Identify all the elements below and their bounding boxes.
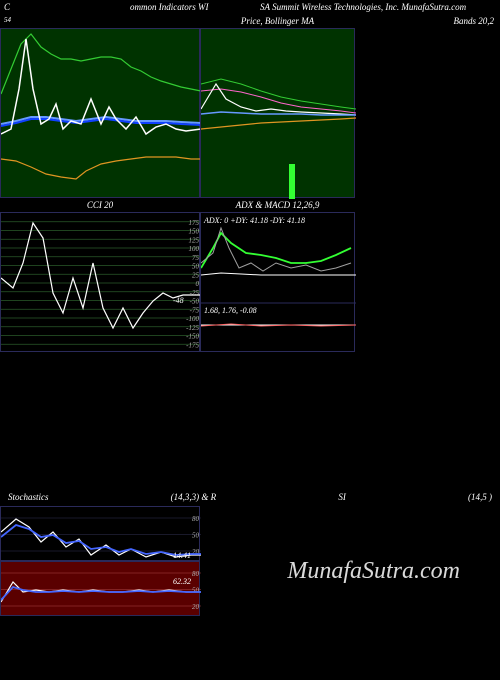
price-zoom-title: Price, Bollinger MA — [200, 14, 355, 28]
adx-wrap: ADX & MACD 12,26,9 ADX: 0 +DY: 41.18 -DY… — [200, 198, 355, 352]
svg-text:50: 50 — [192, 532, 200, 540]
stoch-title-row: Stochastics (14,3,3) & R SI (14,5 ) — [0, 492, 500, 506]
svg-text:20: 20 — [192, 603, 200, 611]
svg-text:50: 50 — [192, 263, 200, 271]
svg-text:25: 25 — [192, 271, 200, 279]
rsi-chart: 80 50 20 62.32 — [1, 562, 201, 617]
adx-title: ADX & MACD 12,26,9 — [200, 198, 355, 212]
price-title-row: 54 — [0, 14, 200, 28]
price-panel-wrap: 54 — [0, 14, 200, 198]
svg-text:175: 175 — [189, 219, 200, 227]
price-zoom-chart — [201, 29, 356, 199]
mid-spacer — [0, 352, 500, 492]
stoch-title-left: Stochastics — [8, 492, 49, 506]
watermark: MunafaSutra.com — [287, 558, 460, 585]
svg-text:1.68, 1.76, -0.08: 1.68, 1.76, -0.08 — [204, 306, 257, 315]
svg-text:-175: -175 — [186, 341, 199, 349]
rsi-panel: 80 50 20 62.32 — [0, 561, 200, 616]
svg-text:-150: -150 — [186, 333, 199, 341]
stoch-title-mid2: SI — [338, 492, 346, 506]
header-center: ommon Indicators WI — [130, 2, 209, 12]
svg-text:ADX: 0 +DY: 41.18 -DY: 41.: ADX: 0 +DY: 41.18 -DY: 41.18 — [203, 216, 305, 225]
svg-text:100: 100 — [189, 245, 200, 253]
cci-wrap: CCI 20 1751501251007550250-25-50-75-100-… — [0, 198, 200, 352]
stoch-chart: 80502014.41 — [1, 507, 201, 562]
svg-text:150: 150 — [189, 228, 200, 236]
svg-text:-50: -50 — [190, 298, 200, 306]
header-right: SA Summit Wireless Technologies, Inc. Mu… — [260, 2, 466, 12]
price-zoom-panel — [200, 28, 355, 198]
adx-macd-panel: ADX: 0 +DY: 41.18 -DY: 41.181.68, 1.76, … — [200, 212, 355, 352]
svg-text:80: 80 — [192, 570, 200, 578]
svg-text:-75: -75 — [190, 306, 200, 314]
svg-text:50: 50 — [192, 587, 200, 595]
bands-label: Bands 20,2 — [355, 14, 500, 28]
stoch-title-right: (14,5 ) — [468, 492, 492, 506]
stoch-title-mid: (14,3,3) & R — [171, 492, 217, 506]
price-panel — [0, 28, 200, 198]
stoch-panel: 80502014.41 — [0, 506, 200, 561]
header-left: C — [4, 2, 10, 12]
cci-title: CCI 20 — [0, 198, 200, 212]
price-zoom-wrap: Price, Bollinger MA — [200, 14, 355, 198]
price-subtitle: 54 — [4, 16, 11, 24]
svg-text:125: 125 — [189, 236, 200, 244]
row-indicators: CCI 20 1751501251007550250-25-50-75-100-… — [0, 198, 500, 352]
svg-text:80: 80 — [192, 515, 200, 523]
svg-text:-125: -125 — [186, 324, 199, 332]
price-chart — [1, 29, 201, 199]
cci-panel: 1751501251007550250-25-50-75-100-125-150… — [0, 212, 200, 352]
page-header: C ommon Indicators WI SA Summit Wireless… — [0, 0, 500, 14]
row-price: 54 Price, Bollinger MA Bands 20,2 — [0, 14, 500, 198]
svg-text:62.32: 62.32 — [173, 577, 191, 586]
svg-text:-48: -48 — [173, 296, 184, 305]
price-right-spacer: Bands 20,2 — [355, 14, 500, 198]
svg-text:-100: -100 — [186, 315, 199, 323]
svg-text:14.41: 14.41 — [173, 551, 191, 560]
svg-text:0: 0 — [196, 280, 200, 288]
adx-macd-chart: ADX: 0 +DY: 41.18 -DY: 41.181.68, 1.76, … — [201, 213, 356, 353]
cci-chart: 1751501251007550250-25-50-75-100-125-150… — [1, 213, 201, 353]
svg-text:75: 75 — [192, 254, 200, 262]
